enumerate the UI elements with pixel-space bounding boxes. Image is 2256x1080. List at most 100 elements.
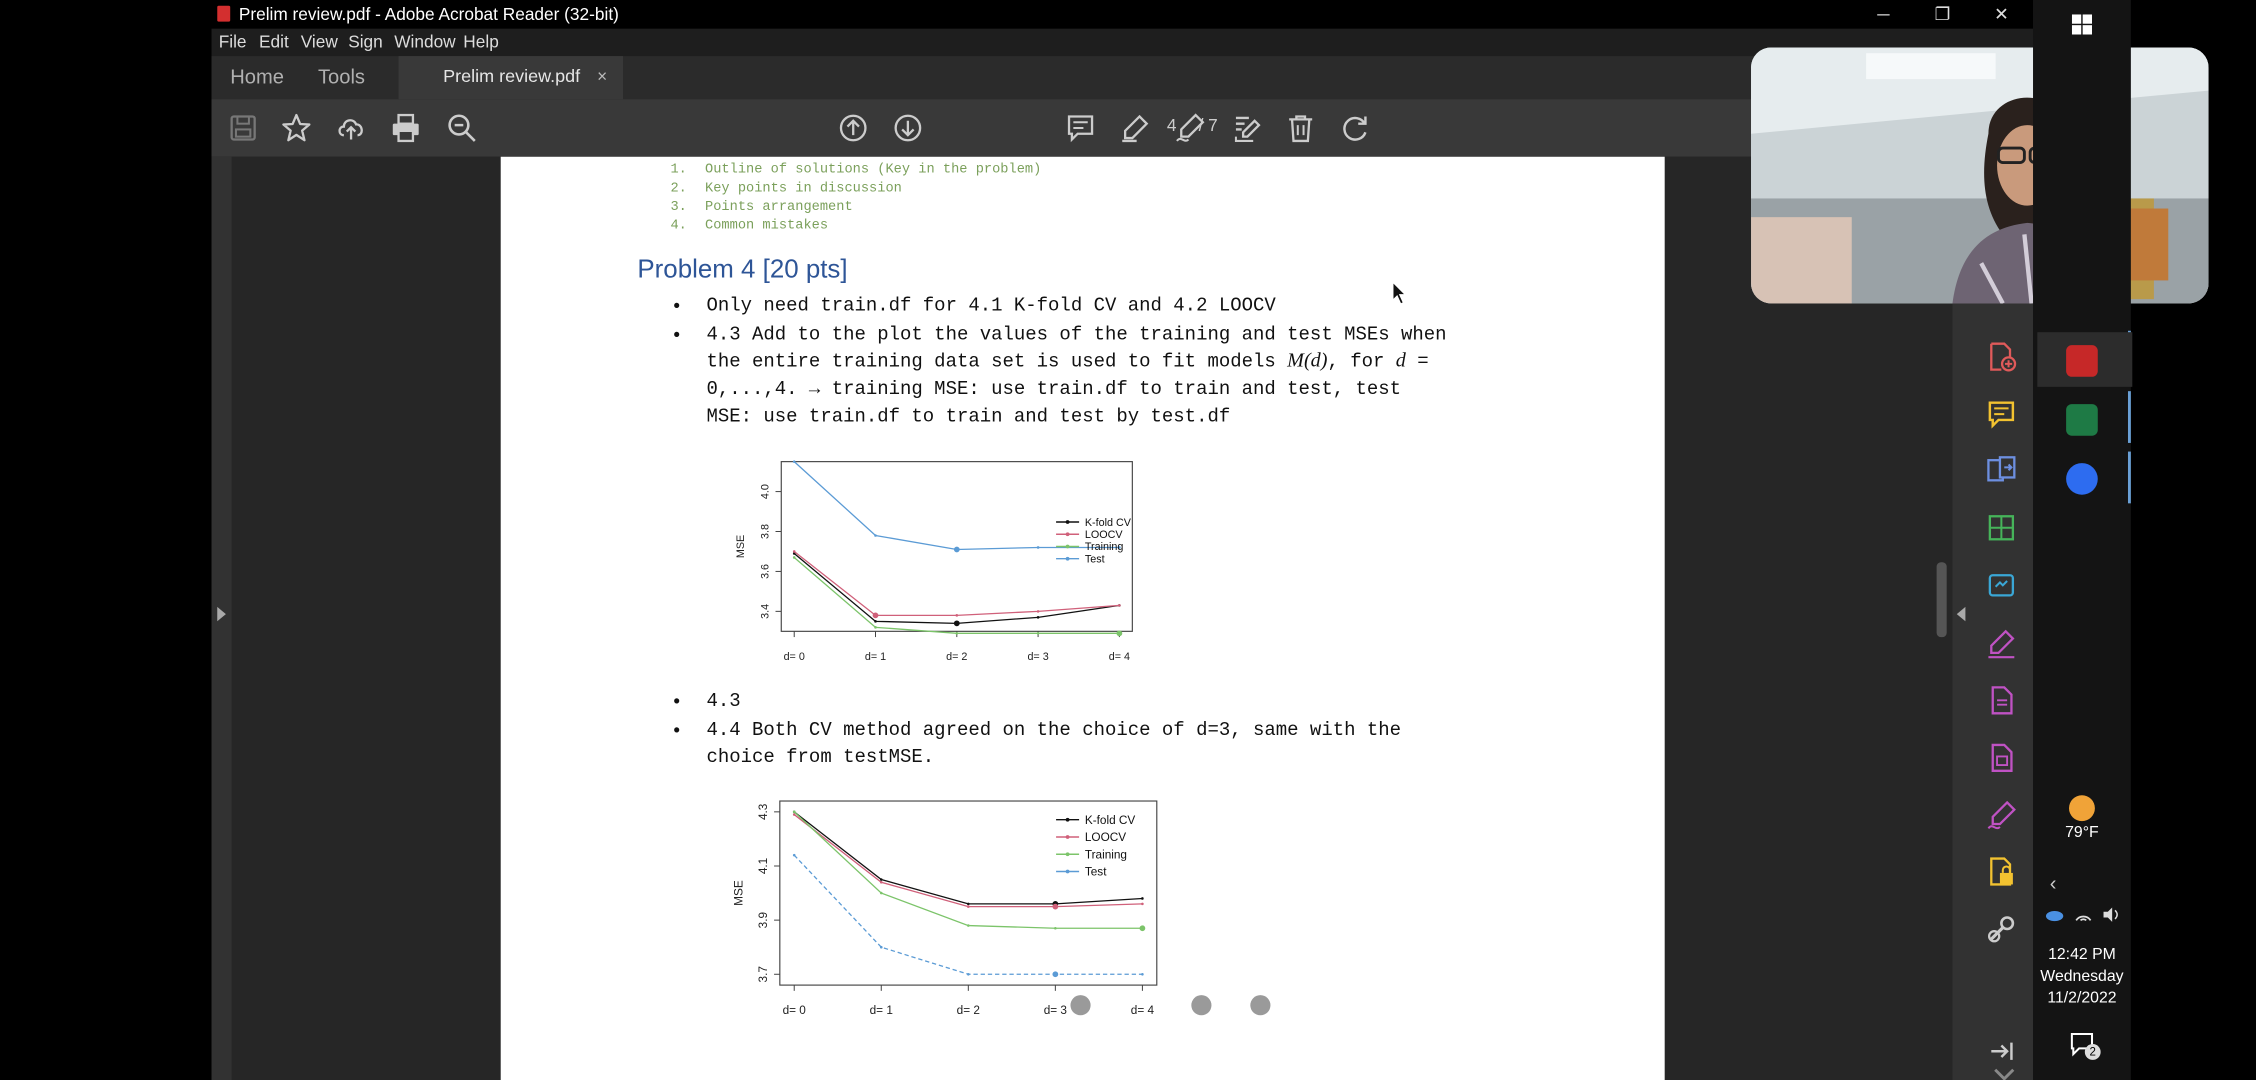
clock-date[interactable]: 11/2/2022: [2047, 989, 2117, 1007]
scroll-down-arrow-icon[interactable]: [1988, 1058, 2015, 1080]
data-point: [955, 632, 959, 635]
page-up-icon[interactable]: [837, 112, 869, 144]
delete-icon[interactable]: [1285, 112, 1317, 144]
excel-taskbar-icon[interactable]: [2066, 404, 2098, 436]
minimize-button[interactable]: ─: [1877, 4, 1890, 25]
windows-start-icon[interactable]: [2071, 14, 2093, 35]
comment-icon[interactable]: [1065, 112, 1097, 144]
x-tick-label: d= 1: [870, 1004, 893, 1017]
bullet-list: Only need train.df for 4.1 K-fold CV and…: [673, 292, 1446, 431]
send-review-icon[interactable]: [1986, 569, 2018, 601]
chevron-left-icon[interactable]: ‹: [2049, 871, 2057, 895]
taskbar-active-marker: [2127, 391, 2131, 443]
legend-swatch-point: [1065, 835, 1070, 839]
left-panel-toggle[interactable]: [211, 156, 232, 1080]
notifications-icon[interactable]: 2: [2070, 1032, 2101, 1060]
series-line: [793, 550, 1120, 617]
clock-day[interactable]: Wednesday: [2040, 967, 2124, 986]
data-point: [792, 813, 796, 816]
tab-document[interactable]: Prelim review.pdf ×: [398, 56, 624, 100]
series-line: [793, 461, 1120, 551]
draw-sign-icon[interactable]: [1174, 112, 1206, 144]
page-nav-dot[interactable]: [1191, 995, 1212, 1016]
clock-time[interactable]: 12:42 PM: [2048, 946, 2116, 964]
protect-icon[interactable]: [1986, 856, 2018, 888]
data-point: [1036, 616, 1040, 619]
edit-pdf-icon[interactable]: [1230, 112, 1262, 144]
page-number-input[interactable]: 4: [1166, 115, 1177, 136]
upload-cloud-icon[interactable]: [335, 112, 367, 144]
collapse-right-pane-icon[interactable]: [1986, 1035, 2018, 1067]
vertical-scrollbar[interactable]: [1933, 156, 1952, 1080]
pdf-page: 1. Outline of solutions (Key in the probl…: [500, 156, 1665, 1080]
x-tick-label: d= 2: [957, 1004, 980, 1017]
zoom-out-icon[interactable]: [446, 112, 478, 144]
mouse-cursor-icon: [1392, 280, 1408, 306]
close-window-button[interactable]: ✕: [1994, 4, 2009, 25]
save-icon[interactable]: [227, 112, 259, 144]
min-point-marker: [1116, 630, 1123, 637]
x-tick-label: d= 4: [1131, 1004, 1155, 1017]
bullet-item: 4.4 Both CV method agreed on the choice …: [673, 716, 1401, 771]
y-tick-label: 3.8: [759, 524, 771, 539]
comment-tool-icon[interactable]: [1986, 398, 2018, 430]
y-tick-label: 4.0: [759, 484, 771, 499]
organize-pages-icon[interactable]: [1986, 512, 2018, 544]
bullet-item: 4.3: [673, 687, 1401, 714]
system-tray-icons[interactable]: [2045, 905, 2123, 922]
legend-label: Test: [1085, 553, 1105, 565]
star-icon[interactable]: [281, 112, 313, 144]
menu-help[interactable]: Help: [463, 31, 499, 52]
document-icon[interactable]: [1986, 685, 2018, 717]
x-tick-label: d= 0: [784, 651, 805, 663]
tab-home[interactable]: Home: [230, 64, 284, 88]
create-pdf-icon[interactable]: [1986, 341, 2018, 373]
export-pdf-icon[interactable]: [1986, 454, 2018, 486]
tab-document-label: Prelim review.pdf: [443, 66, 581, 87]
partial-app-icon[interactable]: [2066, 289, 2098, 309]
scrollbar-thumb[interactable]: [1936, 562, 1947, 638]
bullet-item: 4.3 Add to the plot the values of the tr…: [673, 321, 1446, 430]
maximize-button[interactable]: ❐: [1934, 4, 1951, 25]
fill-sign-icon[interactable]: [1986, 627, 2018, 659]
windows-taskbar: 79°F ‹ 12:42 PM Wednesday 11/2/2022 2: [2033, 0, 2133, 1080]
print-icon[interactable]: [390, 112, 422, 144]
data-point: [1141, 897, 1144, 900]
page-nav-dot[interactable]: [1070, 995, 1091, 1016]
legend-swatch-point: [1065, 544, 1070, 549]
request-signature-icon[interactable]: [1986, 800, 2018, 832]
rotate-icon[interactable]: [1340, 112, 1372, 144]
page-down-icon[interactable]: [892, 112, 924, 144]
x-tick-label: d= 3: [1044, 1004, 1068, 1017]
min-point-marker: [1052, 971, 1059, 978]
page-nav-dot[interactable]: [1250, 995, 1271, 1016]
min-point-marker: [1052, 903, 1059, 910]
menu-window[interactable]: Window: [394, 31, 456, 52]
weather-sun-icon[interactable]: [2068, 795, 2095, 822]
close-tab-button[interactable]: ×: [597, 66, 608, 87]
zoom-taskbar-icon[interactable]: [2066, 463, 2098, 495]
collapse-pane-arrow-icon[interactable]: [1956, 606, 1966, 622]
weather-temp[interactable]: 79°F: [2065, 824, 2099, 842]
y-axis-label: MSE: [735, 535, 747, 558]
webcam-video: [1751, 47, 2209, 304]
menu-sign[interactable]: Sign: [348, 31, 383, 52]
form-icon[interactable]: [1986, 742, 2018, 774]
data-point: [879, 878, 883, 881]
menu-file[interactable]: File: [218, 31, 247, 52]
more-tools-icon[interactable]: [1986, 913, 2018, 945]
legend-label: Test: [1085, 866, 1107, 879]
acrobat-taskbar-icon[interactable]: [2066, 345, 2098, 377]
x-tick-label: d= 0: [783, 1004, 807, 1017]
y-tick-label: 3.6: [759, 564, 771, 579]
data-point: [1036, 632, 1040, 635]
x-tick-label: d= 3: [1027, 651, 1048, 663]
data-point: [967, 902, 970, 906]
menu-edit[interactable]: Edit: [258, 31, 289, 52]
highlight-icon[interactable]: [1119, 112, 1151, 144]
outline-item: 4. Common mistakes: [670, 217, 829, 233]
data-point: [1036, 546, 1040, 549]
data-point: [792, 550, 796, 553]
menu-view[interactable]: View: [300, 31, 338, 52]
tab-tools[interactable]: Tools: [317, 64, 366, 88]
